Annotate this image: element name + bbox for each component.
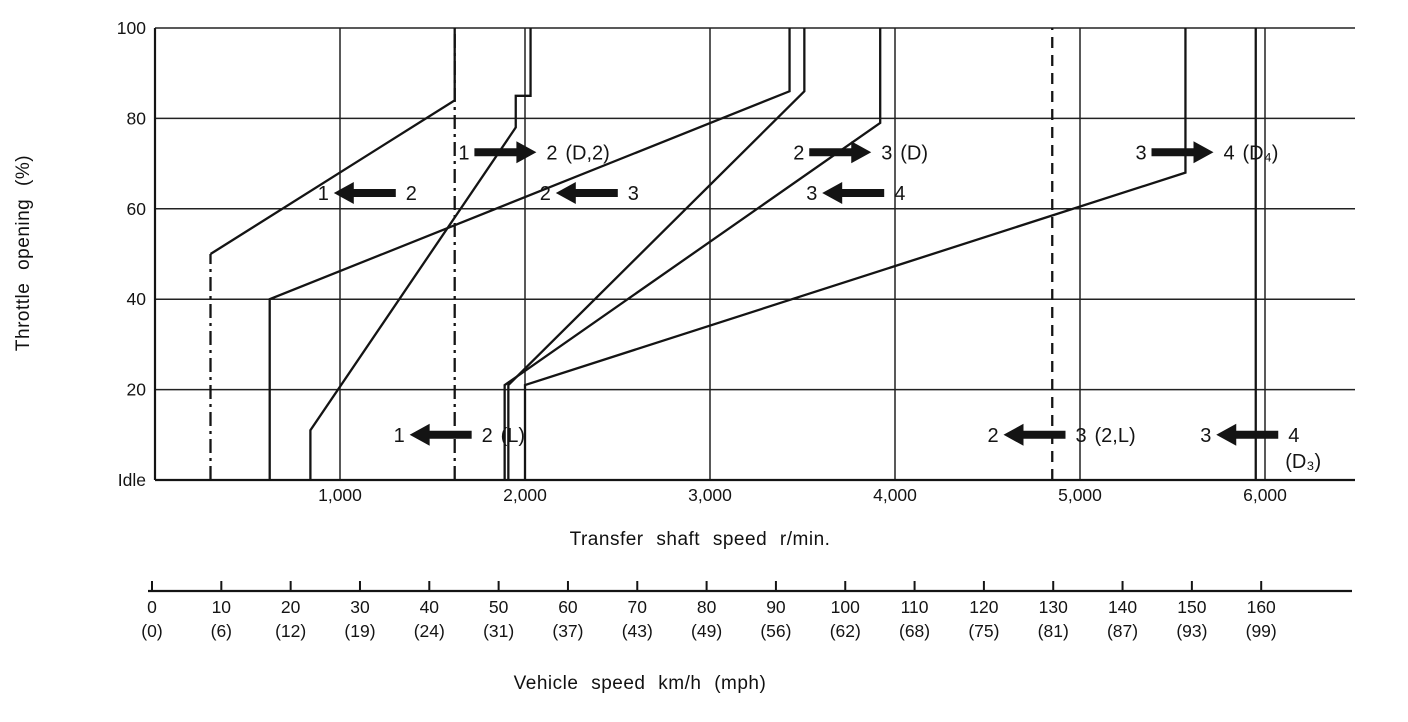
annotation-gear-to: 3	[1076, 425, 1087, 447]
annotation-gear-to: 2	[482, 425, 493, 447]
x2-mph-label: (68)	[899, 621, 930, 641]
annotation-gear-to: 3	[628, 183, 639, 205]
y-tick-label: 20	[127, 380, 147, 400]
x-axis-title: Transfer shaft speed r/min.	[569, 529, 831, 550]
upshift-arrow-icon	[474, 141, 537, 164]
downshift-arrow-icon	[1216, 423, 1279, 446]
x2-kmh-label: 40	[420, 597, 440, 617]
annotation-gear-from: 1	[458, 142, 469, 164]
annotation-gear-from: 2	[793, 142, 804, 164]
x2-axis-title: Vehicle speed km/h (mph)	[513, 673, 767, 694]
x2-mph-label: (6)	[211, 621, 232, 641]
x2-mph-label: (99)	[1246, 621, 1277, 641]
annotation-range-label: (D₃)	[1285, 451, 1321, 473]
x2-mph-label: (43)	[622, 621, 653, 641]
y-axis-title: Throttle opening (%)	[13, 154, 34, 352]
y-tick-label: 80	[127, 108, 147, 128]
annotation-range-label: (D)	[900, 142, 928, 164]
series-line-1-2-downshift-d	[209, 28, 456, 255]
series-line-2-3-downshift-d	[268, 28, 791, 480]
x2-kmh-label: 80	[697, 597, 717, 617]
y-tick-label: Idle	[118, 470, 146, 490]
x2-mph-label: (37)	[552, 621, 583, 641]
x2-kmh-label: 10	[212, 597, 232, 617]
annotation-gear-from: 3	[806, 183, 817, 205]
downshift-arrow-icon	[822, 181, 885, 204]
x-tick-label: 5,000	[1058, 485, 1102, 505]
x2-mph-label: (93)	[1176, 621, 1207, 641]
annotation-gear-from: 2	[540, 183, 551, 205]
x2-mph-label: (12)	[275, 621, 306, 641]
x-tick-label: 1,000	[318, 485, 362, 505]
upshift-arrow-icon	[1151, 141, 1214, 164]
x2-mph-label: (19)	[344, 621, 375, 641]
x2-mph-label: (49)	[691, 621, 722, 641]
x2-kmh-label: 30	[350, 597, 370, 617]
series-line-1-2-upshift-d-2	[309, 28, 532, 480]
x-tick-label: 3,000	[688, 485, 732, 505]
series-line-3-4-downshift-d	[503, 28, 882, 480]
downshift-arrow-icon	[1003, 423, 1066, 446]
annotation-range-label: (L)	[501, 425, 525, 447]
x2-mph-label: (81)	[1038, 621, 1069, 641]
series-line-3-4-upshift-d4	[523, 28, 1187, 480]
x-tick-label: 4,000	[873, 485, 917, 505]
annotation-gear-to: 3	[881, 142, 892, 164]
x2-mph-label: (24)	[414, 621, 445, 641]
annotation-gear-to: 2	[406, 183, 417, 205]
y-tick-label: 40	[127, 289, 147, 309]
x2-kmh-label: 150	[1177, 597, 1206, 617]
annotation-gear-to: 4	[1224, 142, 1235, 164]
x2-kmh-label: 160	[1247, 597, 1276, 617]
annotation-gear-from: 3	[1136, 142, 1147, 164]
annotation-gear-from: 3	[1200, 425, 1211, 447]
downshift-arrow-icon	[409, 423, 472, 446]
x2-kmh-label: 110	[901, 597, 929, 617]
x2-mph-label: (0)	[141, 621, 162, 641]
x2-kmh-label: 60	[558, 597, 578, 617]
x2-mph-label: (87)	[1107, 621, 1138, 641]
downshift-arrow-icon	[333, 181, 396, 204]
annotation-gear-from: 2	[988, 425, 999, 447]
x2-mph-label: (56)	[760, 621, 791, 641]
x2-mph-label: (62)	[830, 621, 861, 641]
x2-kmh-label: 20	[281, 597, 301, 617]
annotation-range-label: (D,2)	[565, 142, 609, 164]
x2-kmh-label: 100	[831, 597, 860, 617]
x2-kmh-label: 130	[1039, 597, 1068, 617]
annotation-range-label: (D₄)	[1243, 142, 1279, 164]
x-tick-label: 2,000	[503, 485, 547, 505]
series-line-2-3-upshift-d	[507, 28, 806, 480]
x2-mph-label: (75)	[968, 621, 999, 641]
annotation-gear-from: 1	[394, 425, 405, 447]
x2-kmh-label: 50	[489, 597, 509, 617]
x-tick-label: 6,000	[1243, 485, 1287, 505]
downshift-arrow-icon	[555, 181, 618, 204]
annotation-gear-to: 4	[894, 183, 905, 205]
annotation-range-label: (2,L)	[1095, 425, 1136, 447]
x2-kmh-label: 0	[147, 597, 157, 617]
x2-kmh-label: 70	[628, 597, 648, 617]
y-tick-label: 100	[117, 18, 146, 38]
x2-mph-label: (31)	[483, 621, 514, 641]
y-tick-label: 60	[127, 199, 147, 219]
x2-kmh-label: 120	[969, 597, 998, 617]
upshift-arrow-icon	[809, 141, 872, 164]
x2-kmh-label: 90	[766, 597, 786, 617]
annotation-gear-to: 2	[546, 142, 557, 164]
annotation-gear-from: 1	[318, 183, 329, 205]
x2-kmh-label: 140	[1108, 597, 1137, 617]
annotation-gear-to: 4	[1288, 425, 1299, 447]
